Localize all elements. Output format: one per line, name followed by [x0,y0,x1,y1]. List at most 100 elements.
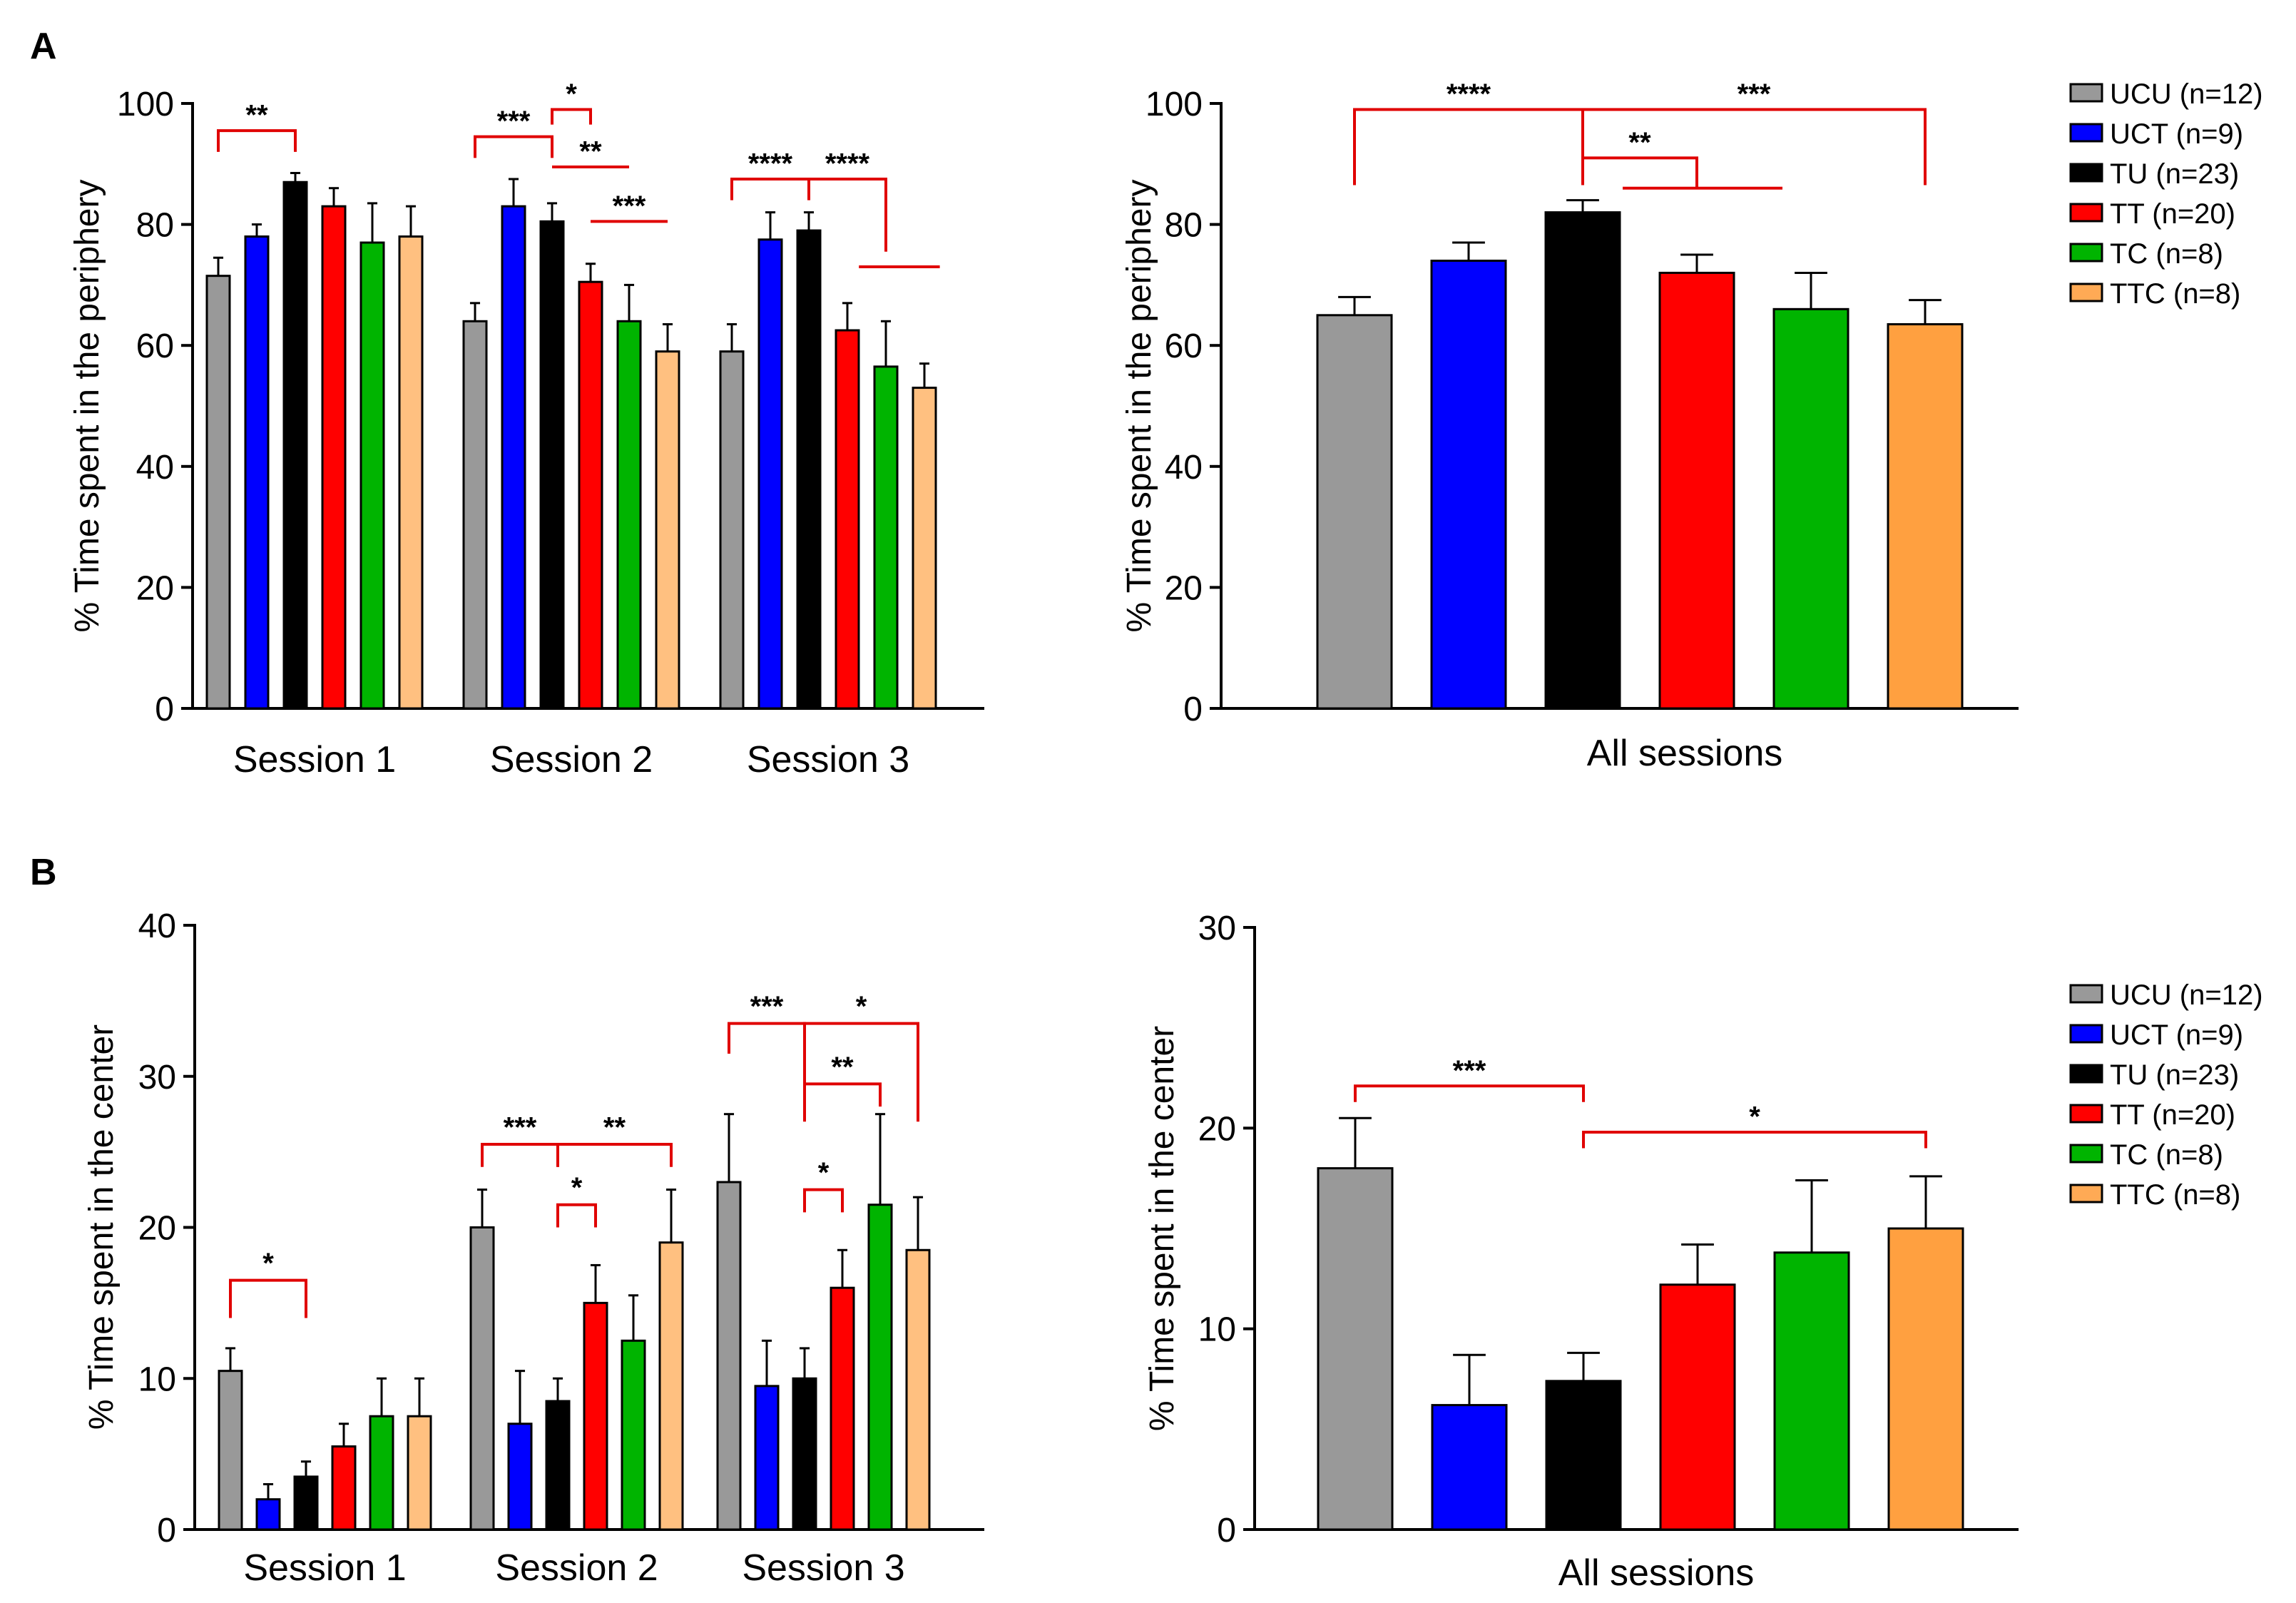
bar [462,320,488,710]
significance-label: **** [825,148,870,180]
significance-bracket [803,1082,882,1107]
bar [501,205,526,710]
bar [398,235,424,710]
bar [255,1498,281,1531]
bar [792,1377,817,1531]
significance-label: *** [1738,78,1771,110]
significance-bracket [728,1022,806,1054]
significance-label: ** [603,1111,626,1143]
x-category-label: Session 1 [233,739,396,780]
significance-bracket [229,1278,307,1318]
significance-bracket [1353,108,1584,185]
bar [469,1226,495,1531]
legend-a: UCU (n=12) UCT (n=9) TU (n=23) TT (n=20) TC … [2069,78,2263,310]
bar [1773,1251,1850,1531]
legend-swatch [2069,984,2103,1004]
panel-label-b-text: B [30,852,57,893]
bar [282,180,308,710]
bar [205,275,231,710]
y-tick-label: 10 [138,1360,176,1398]
bar [655,350,680,710]
significance-bracket [1582,1130,1927,1149]
significance-label: *** [497,106,531,137]
legend-label: TTC (n=8) [2110,278,2240,310]
significance-label: *** [613,190,646,222]
bar [539,220,565,710]
legend-swatch [2069,1024,2103,1044]
x-category-label: Session 3 [742,1547,904,1589]
significance-bracket [1581,108,1927,185]
legend-swatch [2069,1104,2103,1124]
legend-label: TC (n=8) [2110,1139,2223,1171]
bar [1431,1404,1508,1531]
chart-a-right: 0 20 40 60 80 100 % Time spent in the peripher… [1121,78,2019,774]
bar [578,280,603,710]
significance-bracket [556,1143,673,1167]
chart-a-left: 0 20 40 60 80 100 % Time spent in the peripher… [68,78,984,780]
bar [218,1370,243,1531]
chart-b-left: 0 10 20 30 40 % Time spent in the center Sessi… [83,907,984,1589]
panel-label-a: A [30,26,57,67]
legend-label: TU (n=23) [2110,158,2239,190]
y-tick-label: 0 [1183,691,1203,728]
bar [583,1301,608,1531]
significance-bracket [730,178,810,200]
bar [293,1475,319,1531]
bar [912,387,937,710]
y-tick-label: 100 [117,86,174,123]
y-axis-label: % Time spent in the center [83,1024,121,1430]
legend-label: UCU (n=12) [2110,78,2263,110]
bar [867,1203,893,1531]
bar [545,1400,571,1531]
legend-swatch [2069,83,2103,103]
bar [754,1385,780,1531]
significance-bracket [481,1143,559,1167]
significance-label: * [566,78,577,110]
significance-label: * [856,991,867,1022]
significance-bracket [217,129,297,152]
legend-swatch [2069,243,2103,263]
y-tick-label: 100 [1146,86,1203,123]
bar [616,320,642,710]
legend-label: TT (n=20) [2110,198,2235,230]
significance-label: * [262,1248,274,1279]
bar [407,1415,432,1531]
bar [369,1415,394,1531]
significance-bracket [474,135,553,158]
bar [1772,307,1849,710]
legend-swatch [2069,1184,2103,1203]
bar [1658,271,1735,710]
y-tick-label: 30 [1198,910,1236,947]
significance-bracket [551,108,592,125]
legend-swatch [2069,163,2103,183]
bar [1659,1283,1736,1531]
bar [621,1339,646,1531]
legend-b: UCU (n=12) UCT (n=9) TU (n=23) TT (n=20) TC … [2069,979,2263,1211]
significance-label: ** [579,136,602,168]
significance-bracket [809,178,887,252]
y-tick-label: 0 [1217,1512,1236,1549]
significance-label: ** [831,1052,854,1083]
bar [244,235,270,710]
significance-bracket [1581,156,1698,188]
significance-bracket [803,1188,844,1213]
significance-label: *** [750,991,784,1022]
bar [796,229,822,710]
bar [1887,323,1964,710]
chart-b-right: 0 10 20 30 % Time spent in the center All ses… [1143,910,2019,1594]
panel-label-a-text: A [30,26,57,67]
legend-label: TTC (n=8) [2110,1179,2240,1211]
y-tick-label: 20 [1165,569,1203,607]
bar [658,1241,684,1531]
significance-label: ** [245,100,268,131]
x-axis-label: All sessions [1587,733,1783,774]
significance-label: * [1749,1101,1760,1133]
bar [331,1445,357,1531]
bar [359,241,385,710]
legend-label: TU (n=23) [2110,1059,2239,1091]
bar [835,329,860,710]
x-category-label: Session 1 [243,1547,406,1589]
y-tick-label: 20 [136,569,174,607]
y-tick-label: 10 [1198,1311,1236,1349]
